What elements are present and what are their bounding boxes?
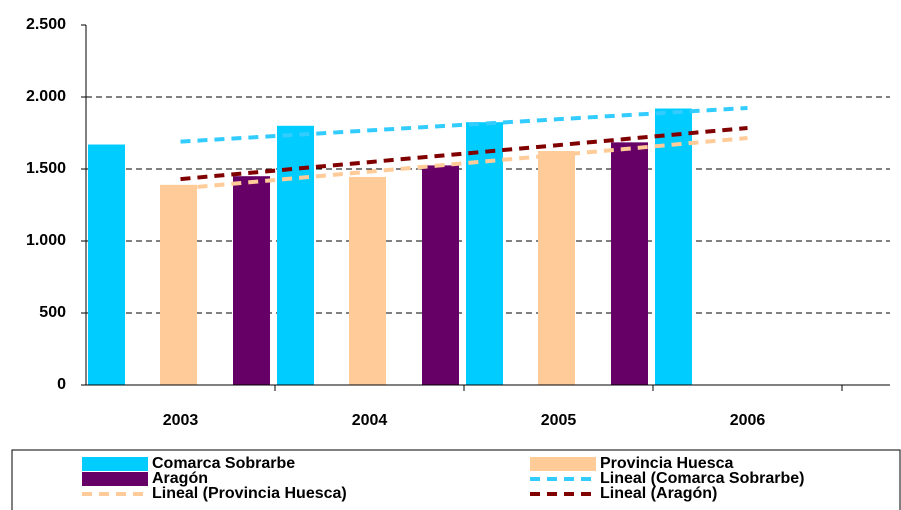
legend-label: Lineal (Aragón) [600,485,717,502]
legend-swatch [82,457,148,471]
trend-line [180,105,748,144]
x-tick-label: 2005 [541,412,577,429]
bar [466,122,503,385]
legend-box [11,449,901,510]
bar [655,108,692,386]
y-tick-label: 2.000 [26,88,66,105]
x-tick-label: 2004 [352,412,388,429]
y-tick-label: 0 [57,376,66,393]
y-tick-label: 1.000 [26,232,66,249]
trend-line [180,136,748,191]
legend-label: Comarca Sobrarbe [152,455,295,472]
x-tick-label: 2003 [163,412,199,429]
bar [160,184,197,385]
bar [233,176,270,385]
y-tick-label: 1.500 [26,160,66,177]
bar [349,176,386,385]
bar [422,165,459,385]
legend-swatch [82,472,148,486]
legend-label: Lineal (Comarca Sobrarbe) [600,470,805,487]
bar [611,142,648,385]
y-tick-label: 500 [39,304,66,321]
trend-line [180,125,748,182]
legend-label: Provincia Huesca [600,455,734,472]
legend-swatch [530,457,596,471]
y-tick-label: 2.500 [26,16,66,33]
bar [88,144,125,385]
bar [277,125,314,386]
legend-label: Aragón [152,470,208,487]
bar [538,151,575,385]
x-tick-label: 2006 [730,412,766,429]
legend-label: Lineal (Provincia Huesca) [152,485,347,502]
